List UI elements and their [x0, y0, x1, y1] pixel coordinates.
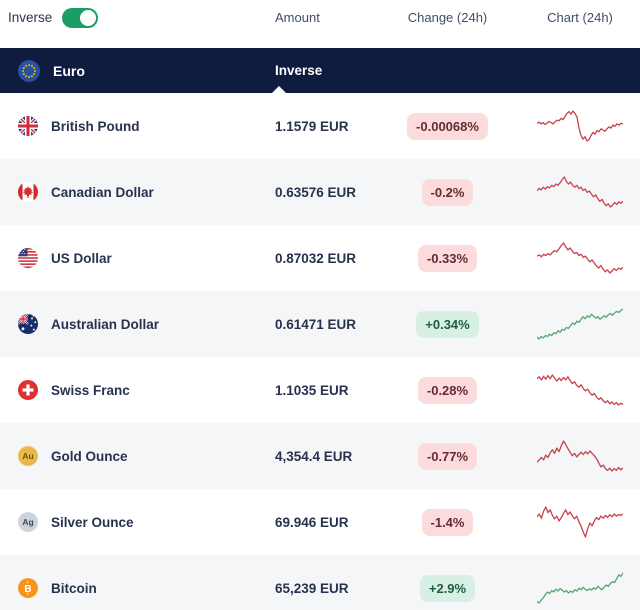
inverse-toggle[interactable] — [62, 8, 99, 28]
column-header-chart: Chart (24h) — [547, 10, 613, 25]
toolbar: Inverse Amount Change (24h) Chart (24h) — [0, 0, 640, 48]
change-badge: -1.4% — [421, 508, 474, 536]
svg-text:Ag: Ag — [22, 517, 33, 527]
change-badge: -0.00068% — [407, 112, 488, 140]
table-row[interactable]: Swiss Franc 1.1035 EUR -0.28% — [0, 357, 640, 423]
currency-name: US Dollar — [51, 250, 112, 266]
amount-value: 0.63576 EUR — [275, 184, 357, 200]
toggle-knob — [80, 10, 97, 26]
base-currency-name: Euro — [53, 62, 85, 79]
table-row[interactable]: Au Gold Ounce 4,354.4 EUR -0.77% — [0, 423, 640, 489]
btc-flag-icon: B — [18, 578, 38, 598]
table-row[interactable]: Australian Dollar 0.61471 EUR +0.34% — [0, 291, 640, 357]
sparkline-chart — [520, 240, 640, 276]
sparkline-chart — [520, 438, 640, 474]
base-currency-bar[interactable]: Euro Inverse — [0, 48, 640, 93]
currency-name: Australian Dollar — [51, 316, 160, 332]
table-row[interactable]: Ag Silver Ounce 69.946 EUR -1.4% — [0, 489, 640, 555]
column-header-amount: Amount — [275, 10, 320, 25]
rates-table-body: British Pound 1.1579 EUR -0.00068% Canad… — [0, 93, 640, 610]
amount-value: 0.87032 EUR — [275, 250, 357, 266]
silver-flag-icon: Ag — [18, 512, 38, 532]
change-badge: -0.77% — [417, 442, 478, 470]
amount-value: 0.61471 EUR — [275, 316, 357, 332]
svg-text:Au: Au — [22, 451, 33, 461]
table-row[interactable]: US Dollar 0.87032 EUR -0.33% — [0, 225, 640, 291]
amount-value: 4,354.4 EUR — [275, 448, 353, 464]
sparkline-chart — [520, 174, 640, 210]
sparkline-chart — [520, 306, 640, 342]
change-badge: -0.2% — [421, 178, 474, 206]
inverse-toggle-label: Inverse — [8, 10, 53, 25]
currency-name: Bitcoin — [51, 580, 97, 596]
ch-flag-icon — [18, 380, 38, 400]
change-badge: -0.28% — [417, 376, 478, 404]
sparkline-chart — [520, 372, 640, 408]
change-badge: +0.34% — [416, 310, 479, 338]
au-flag-icon — [18, 314, 38, 334]
base-mode-label: Inverse — [275, 63, 323, 78]
change-badge: +2.9% — [419, 574, 476, 602]
amount-value: 1.1035 EUR — [275, 382, 349, 398]
sparkline-chart — [520, 108, 640, 144]
table-row[interactable]: Canadian Dollar 0.63576 EUR -0.2% — [0, 159, 640, 225]
uk-flag-icon — [18, 116, 38, 136]
us-flag-icon — [18, 248, 38, 268]
table-row[interactable]: British Pound 1.1579 EUR -0.00068% — [0, 93, 640, 159]
gold-flag-icon: Au — [18, 446, 38, 466]
svg-text:B: B — [24, 584, 31, 595]
currency-name: Silver Ounce — [51, 514, 134, 530]
sparkline-chart — [520, 504, 640, 540]
pointer-notch — [272, 86, 286, 93]
currency-name: Canadian Dollar — [51, 184, 154, 200]
amount-value: 1.1579 EUR — [275, 118, 349, 134]
sparkline-chart — [520, 570, 640, 606]
currency-name: Swiss Franc — [51, 382, 130, 398]
currency-name: Gold Ounce — [51, 448, 128, 464]
change-badge: -0.33% — [417, 244, 478, 272]
eu-flag-icon — [18, 59, 40, 82]
table-row[interactable]: B Bitcoin 65,239 EUR +2.9% — [0, 555, 640, 610]
amount-value: 65,239 EUR — [275, 580, 349, 596]
amount-value: 69.946 EUR — [275, 514, 349, 530]
currency-name: British Pound — [51, 118, 140, 134]
column-header-change: Change (24h) — [407, 10, 488, 25]
ca-flag-icon — [18, 182, 38, 202]
